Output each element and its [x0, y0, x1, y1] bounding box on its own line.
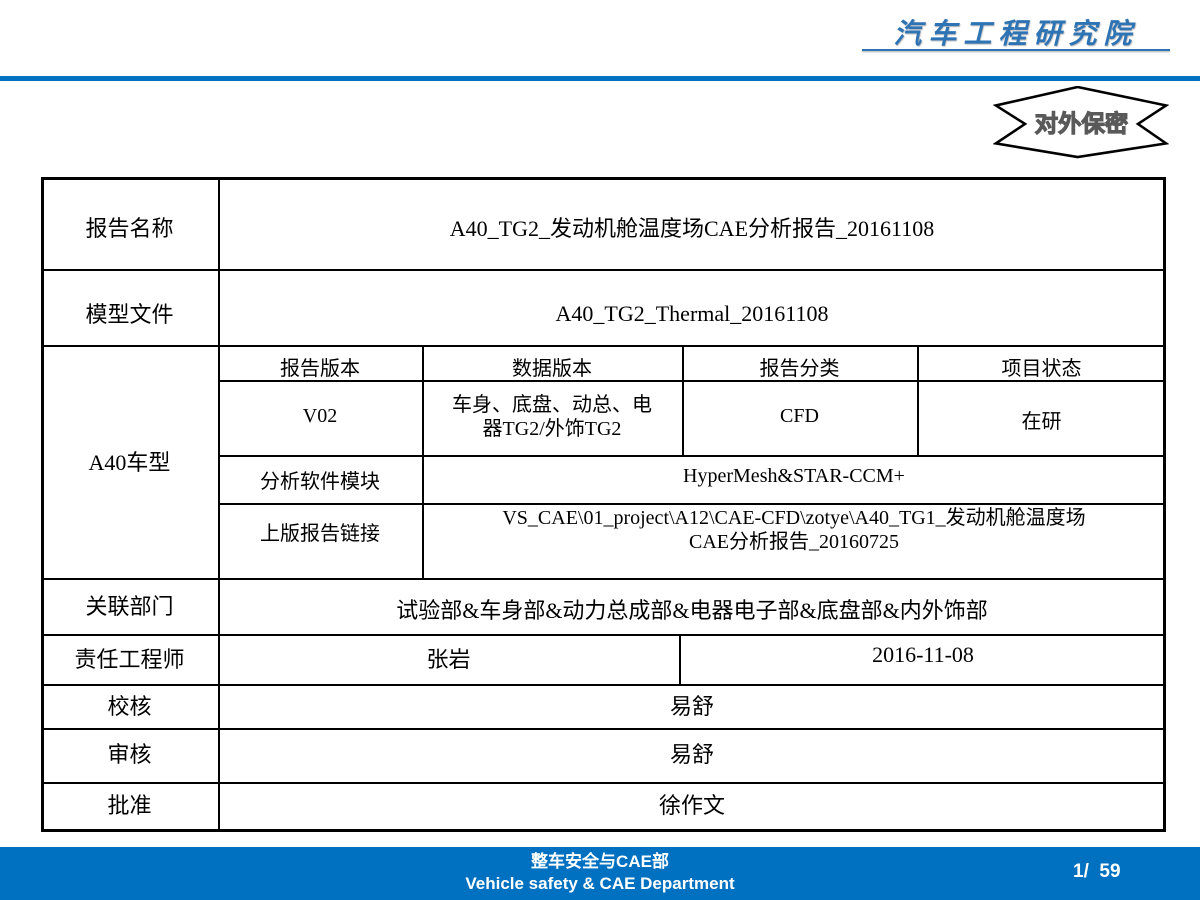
svg-text:对外保密: 对外保密 [1035, 110, 1128, 137]
